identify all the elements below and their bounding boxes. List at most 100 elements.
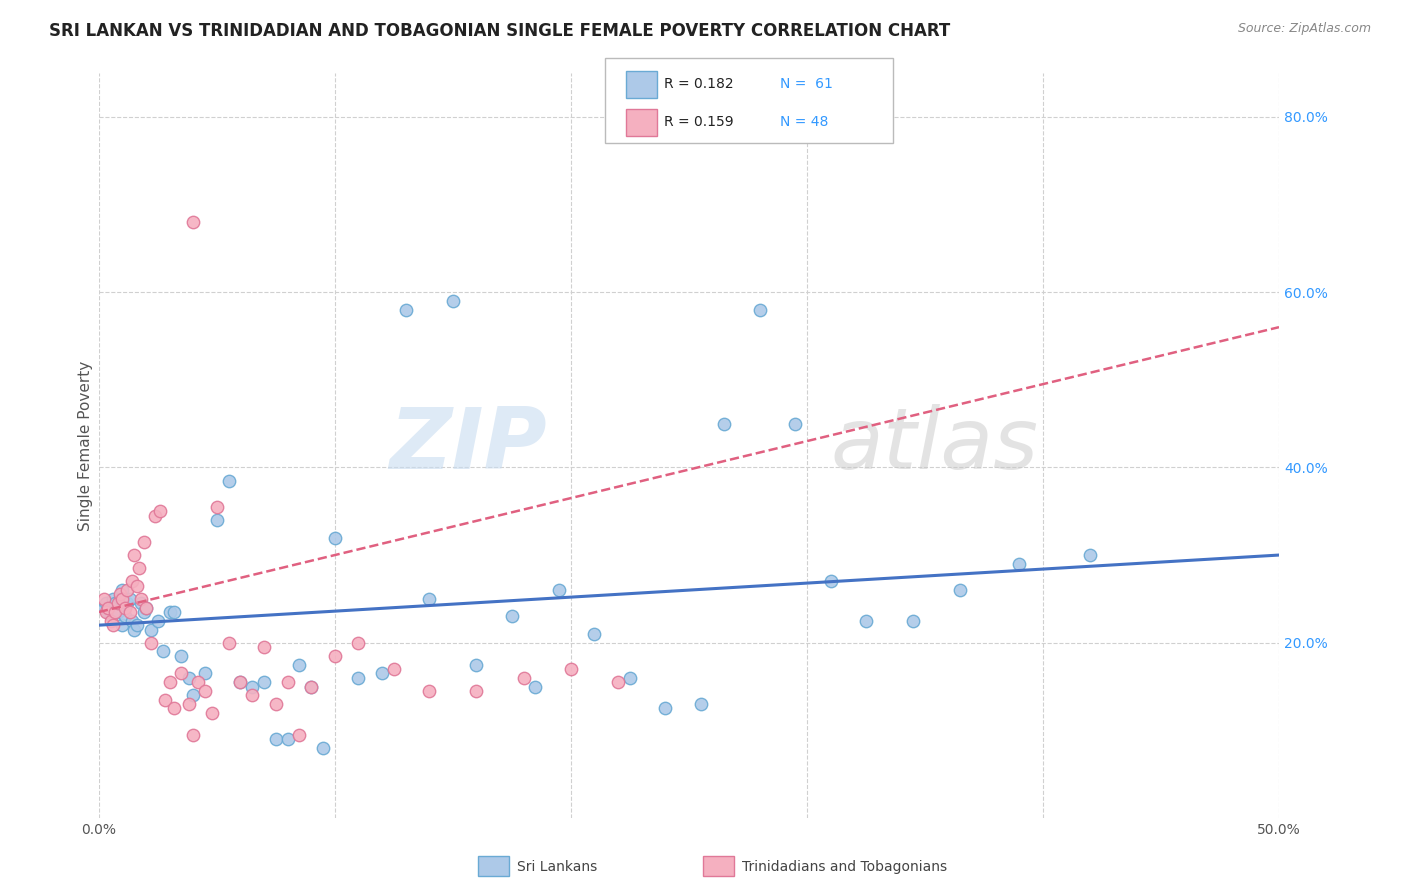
Point (159, 605, 181, 619)
Point (240, 688, 263, 702)
Point (118, 591, 141, 606)
Point (187, 675, 209, 690)
Point (418, 684, 440, 698)
Point (395, 302, 418, 317)
Point (512, 671, 534, 685)
Point (288, 657, 311, 672)
Point (277, 732, 299, 747)
Point (524, 680, 547, 694)
Point (128, 561, 150, 575)
Point (785, 417, 807, 431)
Point (713, 417, 735, 431)
Point (152, 644, 174, 658)
Point (104, 596, 127, 610)
Point (163, 605, 186, 619)
Point (277, 675, 299, 690)
Point (135, 600, 157, 615)
Point (382, 662, 405, 676)
Point (101, 591, 124, 606)
Point (131, 596, 153, 610)
Text: SRI LANKAN VS TRINIDADIAN AND TOBAGONIAN SINGLE FEMALE POVERTY CORRELATION CHART: SRI LANKAN VS TRINIDADIAN AND TOBAGONIAN… (49, 22, 950, 40)
Y-axis label: Single Female Poverty: Single Female Poverty (79, 360, 93, 531)
Point (153, 692, 176, 706)
Point (115, 583, 138, 598)
Point (218, 636, 240, 650)
Point (97, 605, 120, 619)
Point (122, 548, 145, 562)
Point (218, 474, 240, 488)
Point (177, 697, 200, 711)
Point (501, 609, 523, 624)
Point (114, 609, 136, 624)
Point (748, 302, 770, 317)
Point (347, 636, 370, 650)
Point (689, 697, 711, 711)
Point (139, 636, 162, 650)
Point (465, 684, 488, 698)
Point (323, 648, 346, 663)
Text: Trinidadians and Tobagonians: Trinidadians and Tobagonians (742, 860, 948, 874)
Point (97, 600, 120, 615)
Point (240, 680, 263, 694)
Point (371, 666, 394, 681)
Point (149, 504, 172, 518)
Point (205, 513, 228, 527)
Text: ZIP: ZIP (389, 404, 547, 487)
Point (181, 688, 204, 702)
Point (820, 574, 842, 589)
Point (115, 596, 138, 610)
Point (465, 657, 488, 672)
Point (170, 648, 193, 663)
Point (111, 583, 134, 598)
Point (607, 675, 630, 690)
Point (93, 591, 115, 606)
Point (201, 706, 224, 720)
Point (229, 675, 252, 690)
Point (94, 596, 117, 610)
Text: N = 48: N = 48 (780, 114, 828, 128)
Point (107, 605, 129, 619)
Point (122, 623, 145, 637)
Point (177, 671, 200, 685)
Text: Source: ZipAtlas.com: Source: ZipAtlas.com (1237, 22, 1371, 36)
Text: Sri Lankans: Sri Lankans (517, 860, 598, 874)
Point (288, 728, 311, 742)
Point (108, 587, 131, 601)
Point (949, 583, 972, 598)
Point (100, 614, 122, 628)
Point (107, 596, 129, 610)
Point (108, 591, 131, 606)
Point (139, 623, 162, 637)
Point (264, 732, 287, 747)
Point (583, 627, 606, 641)
Point (94, 605, 117, 619)
Point (855, 614, 877, 628)
Point (146, 614, 169, 628)
Point (312, 740, 335, 755)
Point (441, 293, 464, 308)
Point (1078, 548, 1101, 562)
Point (560, 662, 582, 676)
Point (121, 614, 143, 628)
Point (299, 680, 322, 694)
Point (132, 535, 155, 549)
Text: atlas: atlas (831, 404, 1039, 487)
Point (548, 583, 571, 598)
Point (104, 605, 127, 619)
Point (253, 640, 276, 654)
Point (194, 666, 217, 681)
Point (121, 574, 143, 589)
Point (100, 609, 122, 624)
Point (619, 671, 641, 685)
Point (299, 680, 322, 694)
Point (253, 675, 276, 690)
Point (418, 591, 440, 606)
Point (93, 600, 115, 615)
Point (159, 675, 181, 690)
Text: N =  61: N = 61 (780, 77, 834, 91)
Point (163, 701, 186, 715)
Point (125, 579, 148, 593)
Text: R = 0.182: R = 0.182 (664, 77, 734, 91)
Point (135, 600, 157, 615)
Point (181, 728, 204, 742)
